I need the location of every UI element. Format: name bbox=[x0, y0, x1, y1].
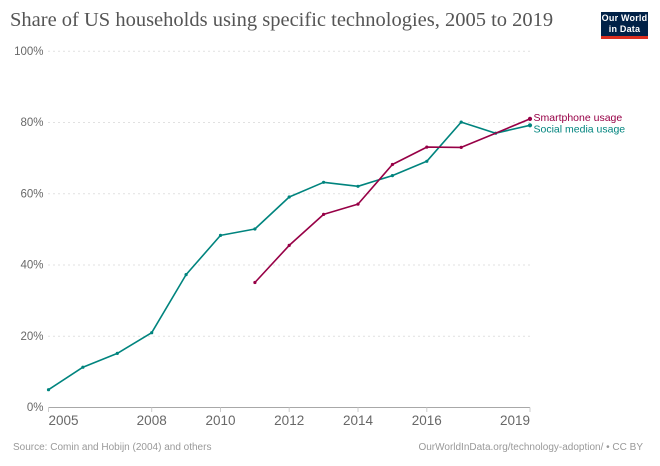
svg-text:40%: 40% bbox=[20, 260, 43, 272]
svg-text:2019: 2019 bbox=[500, 413, 530, 428]
svg-text:0%: 0% bbox=[27, 402, 44, 414]
svg-text:100%: 100% bbox=[14, 46, 43, 58]
svg-text:2016: 2016 bbox=[412, 413, 442, 428]
svg-text:2014: 2014 bbox=[343, 413, 374, 428]
svg-text:20%: 20% bbox=[20, 331, 43, 343]
svg-text:60%: 60% bbox=[20, 188, 43, 200]
svg-text:Social media usage: Social media usage bbox=[534, 124, 626, 136]
svg-text:80%: 80% bbox=[20, 117, 43, 129]
svg-text:2005: 2005 bbox=[49, 413, 79, 428]
svg-text:Smartphone usage: Smartphone usage bbox=[534, 112, 623, 124]
svg-text:2010: 2010 bbox=[205, 413, 235, 428]
svg-text:2008: 2008 bbox=[137, 413, 167, 428]
svg-text:2012: 2012 bbox=[274, 413, 304, 428]
